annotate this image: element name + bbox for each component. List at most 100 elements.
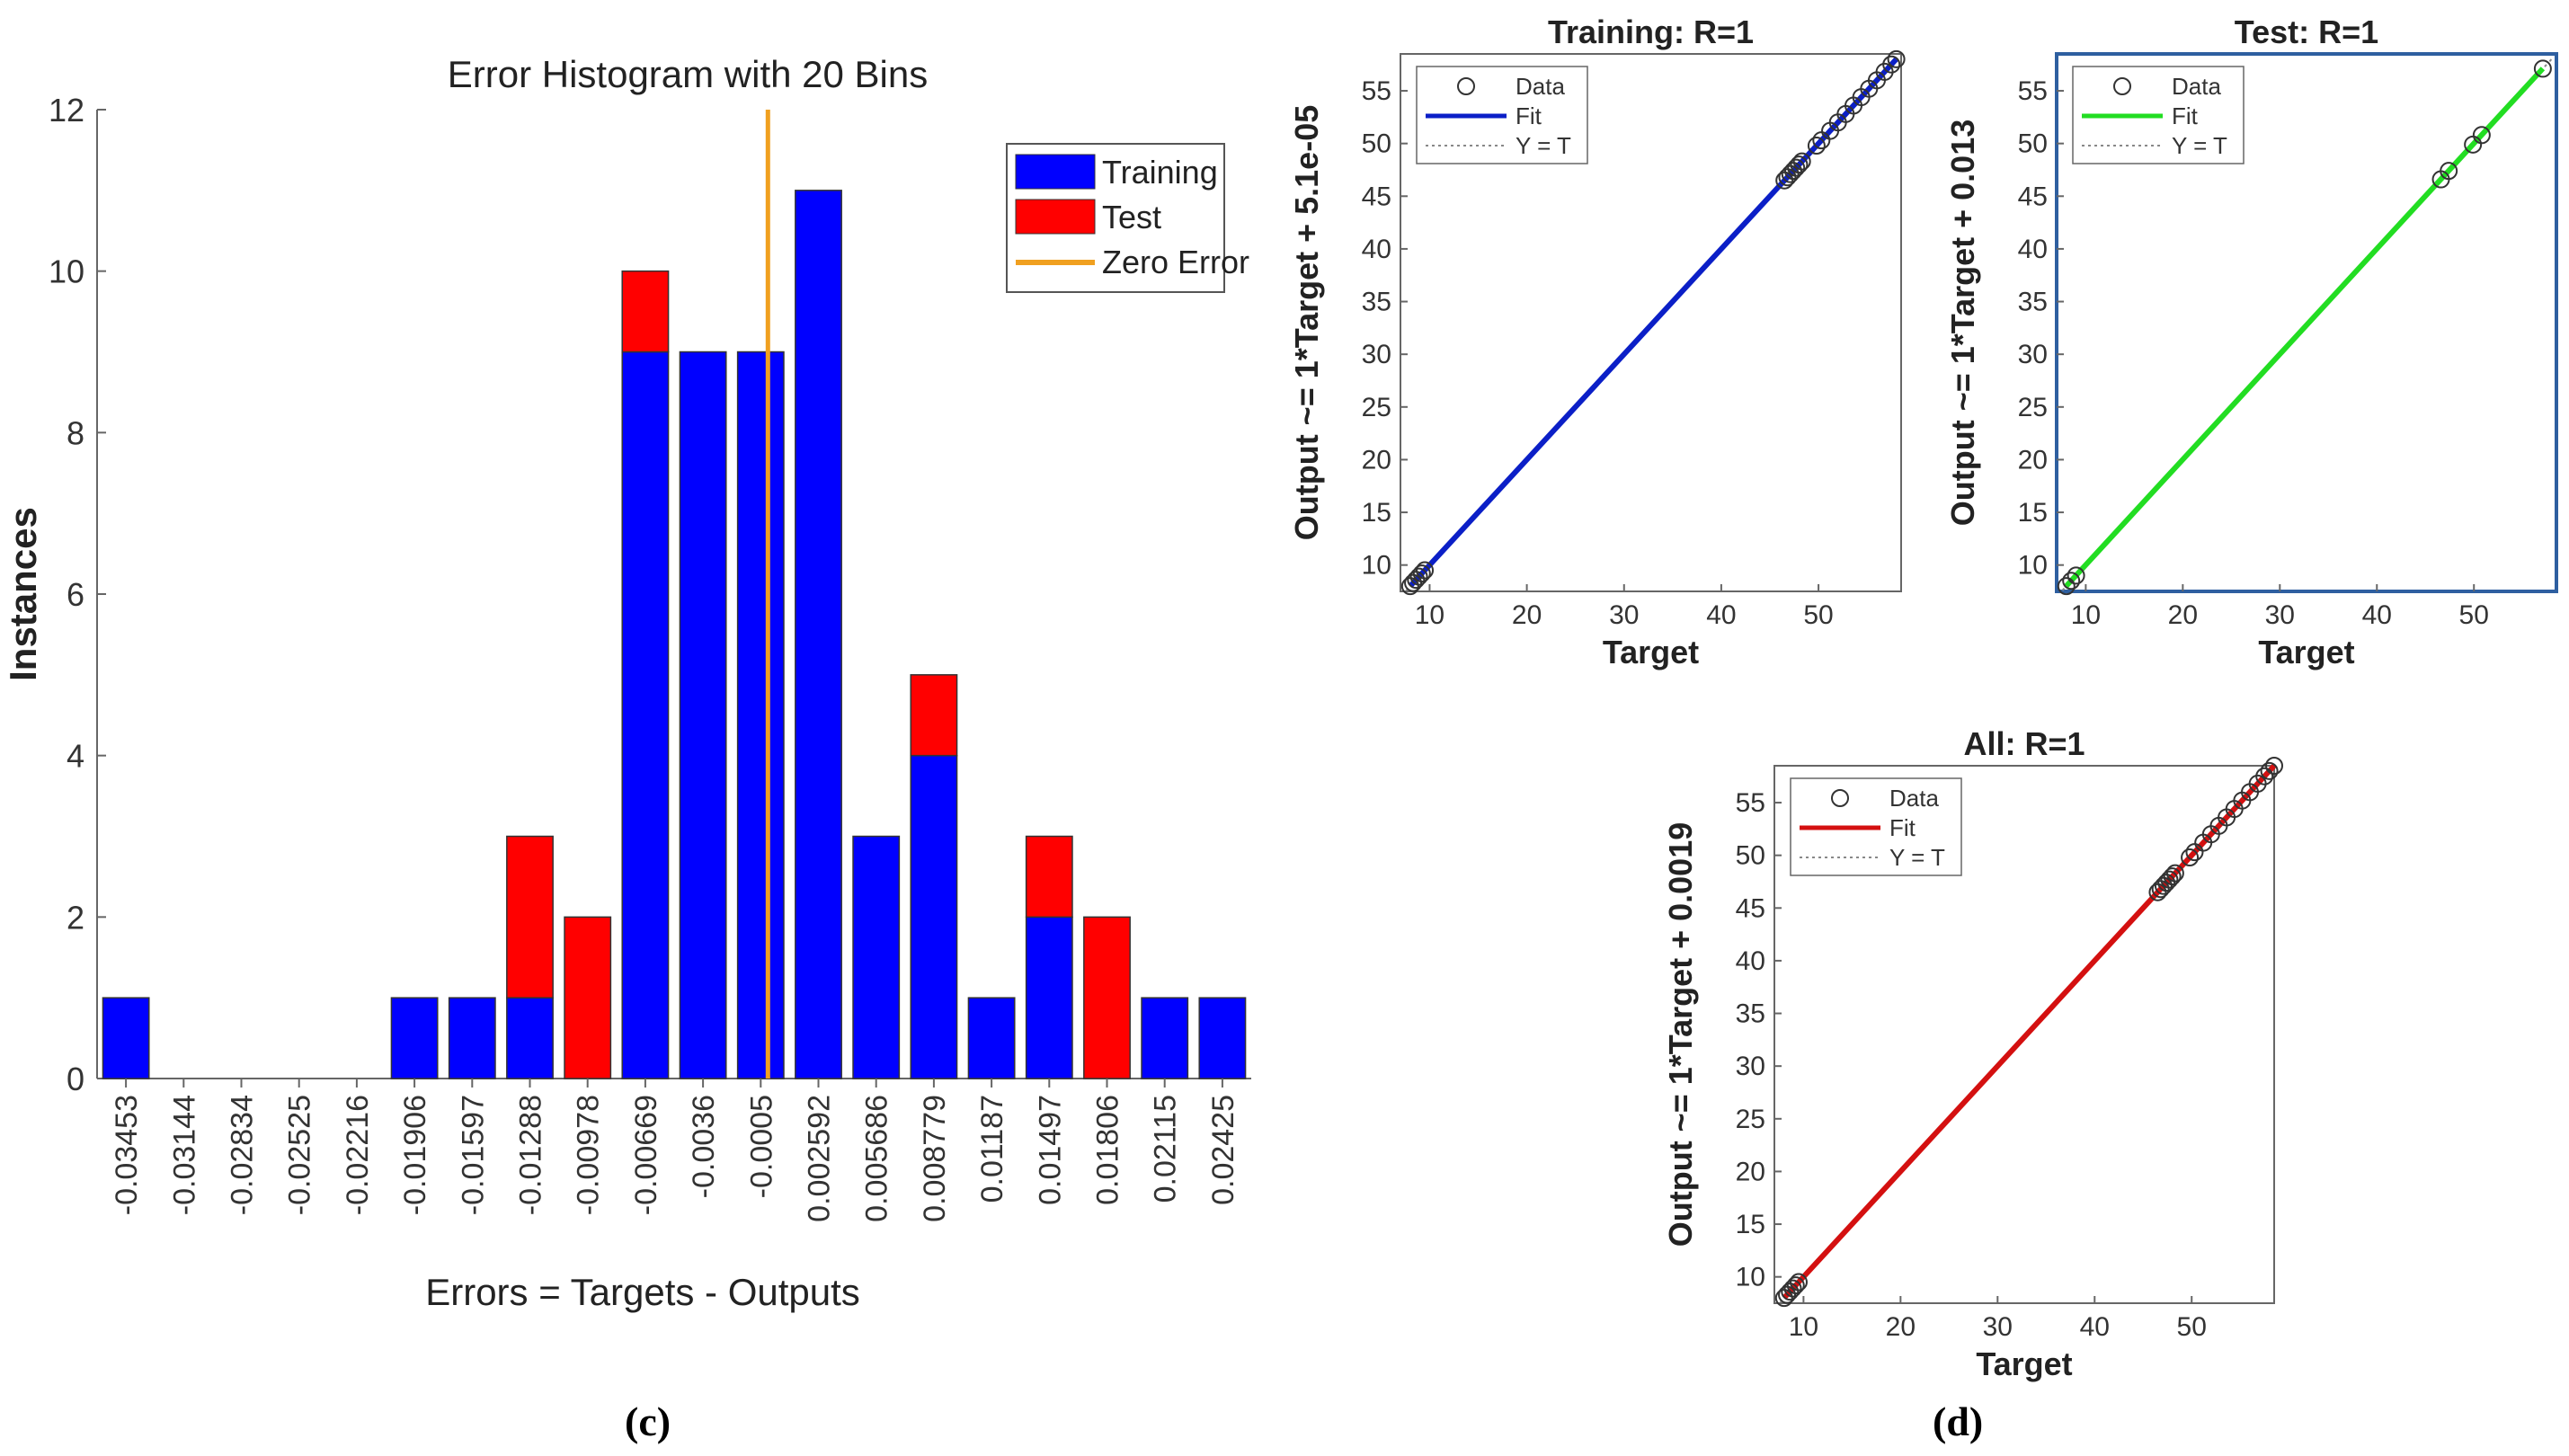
histogram-legend: Training Test Zero Error — [1006, 143, 1249, 293]
reg-test-y-tick-label: 10 — [2018, 551, 2048, 581]
reg-all-y-tick-label: 50 — [1736, 841, 1765, 871]
histogram-bar-test — [564, 916, 612, 1079]
reg-all-data-point — [2181, 848, 2200, 867]
reg-training-y-tick-label: 15 — [1362, 498, 1391, 528]
histogram-bar-test — [1083, 916, 1131, 1079]
histogram-y-tick-label: 6 — [67, 576, 84, 613]
reg-training-y-tick-label: 55 — [1362, 76, 1391, 106]
reg-training-x-label: Target — [1603, 634, 1699, 670]
reg-training-y-label: Output ~= 1*Target + 5.1e-05 — [1288, 105, 1325, 541]
reg-test-y-tick-label: 15 — [2018, 498, 2048, 528]
reg-training-data-point — [1790, 155, 1809, 174]
regression-plot-all: All: R=1 10 20 30 40 50 10 15 20 25 30 35 40 45 50 55 Ta… — [1662, 725, 2283, 1382]
reg-training-y-tick-label: 40 — [1362, 235, 1391, 264]
histogram-x-tick-label: -0.02834 — [226, 1095, 260, 1215]
error-histogram: Error Histogram with 20 Bins 0 2 4 6 8 10 12 Ins… — [2, 53, 1251, 1313]
reg-test-data-point — [2062, 572, 2081, 590]
histogram-bar-training — [506, 997, 554, 1079]
panel-label-d: (d) — [1933, 1398, 1984, 1444]
histogram-bar-training — [621, 351, 670, 1079]
reg-all-y-tick-label: 30 — [1736, 1052, 1765, 1081]
reg-training-data-point — [1412, 564, 1431, 583]
reg-all-legend-label-fit: Fit — [1889, 814, 1916, 841]
reg-test-legend-label-data: Data — [2172, 73, 2221, 100]
histogram-bar-training — [448, 997, 496, 1079]
reg-test-data-point — [2472, 126, 2491, 145]
histogram-x-tick-label: 0.008779 — [918, 1095, 952, 1222]
legend-label-training: Training — [1102, 154, 1218, 191]
reg-training-legend-label-data: Data — [1516, 73, 1565, 100]
histogram-x-tick-label: -0.00978 — [572, 1095, 606, 1215]
reg-test-y-tick-label: 30 — [2018, 340, 2048, 369]
reg-test-y-tick-label: 50 — [2018, 129, 2048, 159]
reg-all-data-point — [2165, 864, 2184, 883]
reg-training-y-tick-label: 10 — [1362, 551, 1391, 581]
reg-training-data-point — [1887, 49, 1906, 68]
reg-all-y-label: Output ~= 1*Target + 0.0019 — [1662, 822, 1699, 1247]
reg-test-y-tick-label: 55 — [2018, 76, 2048, 106]
histogram-bar-test — [1025, 835, 1073, 919]
histogram-x-tick-label: 0.02425 — [1206, 1095, 1240, 1205]
reg-test-y-tick-label: 25 — [2018, 393, 2048, 422]
reg-test-legend-swatch-data — [2113, 77, 2131, 95]
legend-swatch-test — [1015, 199, 1096, 235]
reg-training-y-tick-label: 35 — [1362, 288, 1391, 317]
reg-test-legend-label-fit: Fit — [2172, 102, 2199, 129]
reg-all-y-tick-label: 20 — [1736, 1157, 1765, 1186]
histogram-x-tick-label: -0.01288 — [514, 1095, 548, 1215]
reg-test-x-tick-label: 50 — [2459, 600, 2489, 630]
histogram-y-tick-label: 8 — [67, 414, 84, 451]
histogram-bar-training — [852, 835, 901, 1079]
reg-all-legend-swatch-data — [1831, 789, 1849, 807]
histogram-x-tick-label: -0.03144 — [167, 1095, 201, 1215]
reg-training-y-tick-label: 20 — [1362, 445, 1391, 475]
reg-training-x-tick-label: 50 — [1803, 600, 1833, 630]
reg-test-data-point — [2533, 59, 2552, 78]
reg-test-data-point — [2057, 577, 2076, 596]
legend-swatch-training — [1015, 154, 1096, 190]
reg-training-data-point — [1792, 152, 1811, 171]
reg-training-x-tick-label: 10 — [1415, 600, 1445, 630]
reg-test-fit-line — [2064, 67, 2546, 589]
reg-training-data-point — [1409, 567, 1428, 586]
reg-training-data-point — [1787, 158, 1806, 177]
reg-all-title: All: R=1 — [1963, 725, 2085, 762]
reg-all-fit-line — [1782, 763, 2277, 1301]
histogram-x-label: Errors = Targets - Outputs — [425, 1271, 860, 1313]
reg-test-title: Test: R=1 — [2235, 13, 2378, 50]
reg-all-x-label: Target — [1976, 1345, 2072, 1382]
histogram-y-tick-label: 10 — [49, 253, 84, 290]
histogram-x-tick-label: 0.01187 — [975, 1095, 1009, 1203]
reg-all-y-tick-label: 25 — [1736, 1105, 1765, 1134]
histogram-y-label: Instances — [2, 507, 44, 681]
histogram-x-tick-label: -0.02525 — [283, 1095, 317, 1215]
reg-test-y-label: Output ~= 1*Target + 0.013 — [1944, 120, 1981, 527]
reg-all-data-point — [2260, 761, 2279, 780]
histogram-bar-training — [679, 351, 727, 1079]
histogram-x-tick-label: -0.00669 — [629, 1095, 663, 1215]
reg-training-y-tick-label: 25 — [1362, 393, 1391, 422]
histogram-y-tick-label: 4 — [67, 738, 84, 775]
reg-test-y-tick-label: 35 — [2018, 288, 2048, 317]
reg-all-data-point — [2255, 767, 2274, 786]
histogram-y-tick-label: 0 — [67, 1061, 84, 1097]
histogram-bar-training — [1141, 997, 1189, 1079]
reg-test-data-point — [2067, 566, 2085, 585]
reg-all-data-point — [1783, 1279, 1802, 1298]
histogram-bar-training — [1025, 916, 1073, 1079]
legend-label-zero-error: Zero Error — [1102, 244, 1249, 280]
reg-all-y-tick-label: 35 — [1736, 999, 1765, 1029]
reg-all-data-point — [2160, 870, 2179, 889]
reg-all-x-tick-label: 10 — [1789, 1312, 1818, 1342]
reg-test-data-point — [2440, 162, 2458, 181]
reg-training-legend-label-identity: Y = T — [1516, 132, 1571, 159]
reg-all-data-point — [1789, 1273, 1808, 1292]
reg-training-data-point — [1807, 137, 1826, 155]
histogram-bar-training — [102, 997, 150, 1079]
legend-label-test: Test — [1102, 199, 1161, 235]
reg-test-y-tick-label: 20 — [2018, 445, 2048, 475]
reg-all-data-point — [2163, 867, 2182, 886]
reg-training-legend-label-fit: Fit — [1516, 102, 1542, 129]
